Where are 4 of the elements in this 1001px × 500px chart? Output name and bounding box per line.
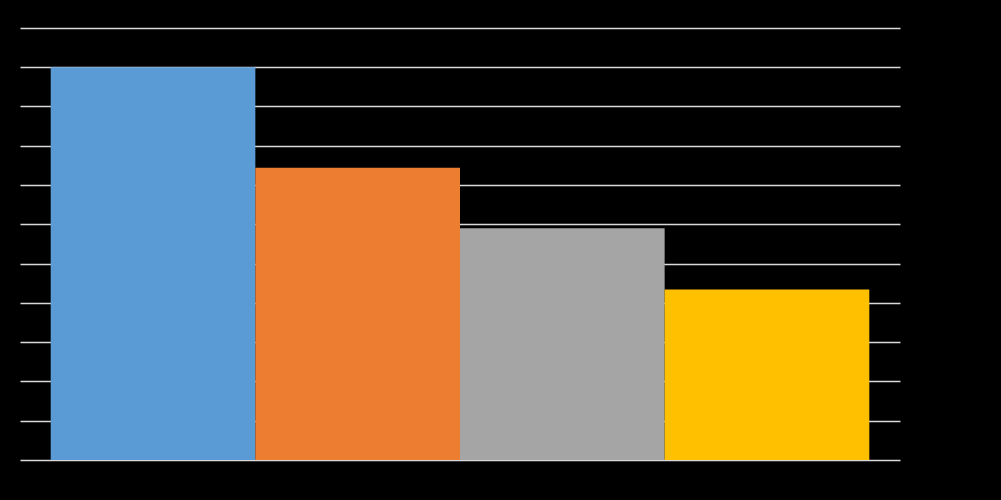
bar [255, 167, 460, 460]
bar [50, 67, 256, 460]
bar [664, 289, 870, 460]
bar [460, 228, 665, 460]
